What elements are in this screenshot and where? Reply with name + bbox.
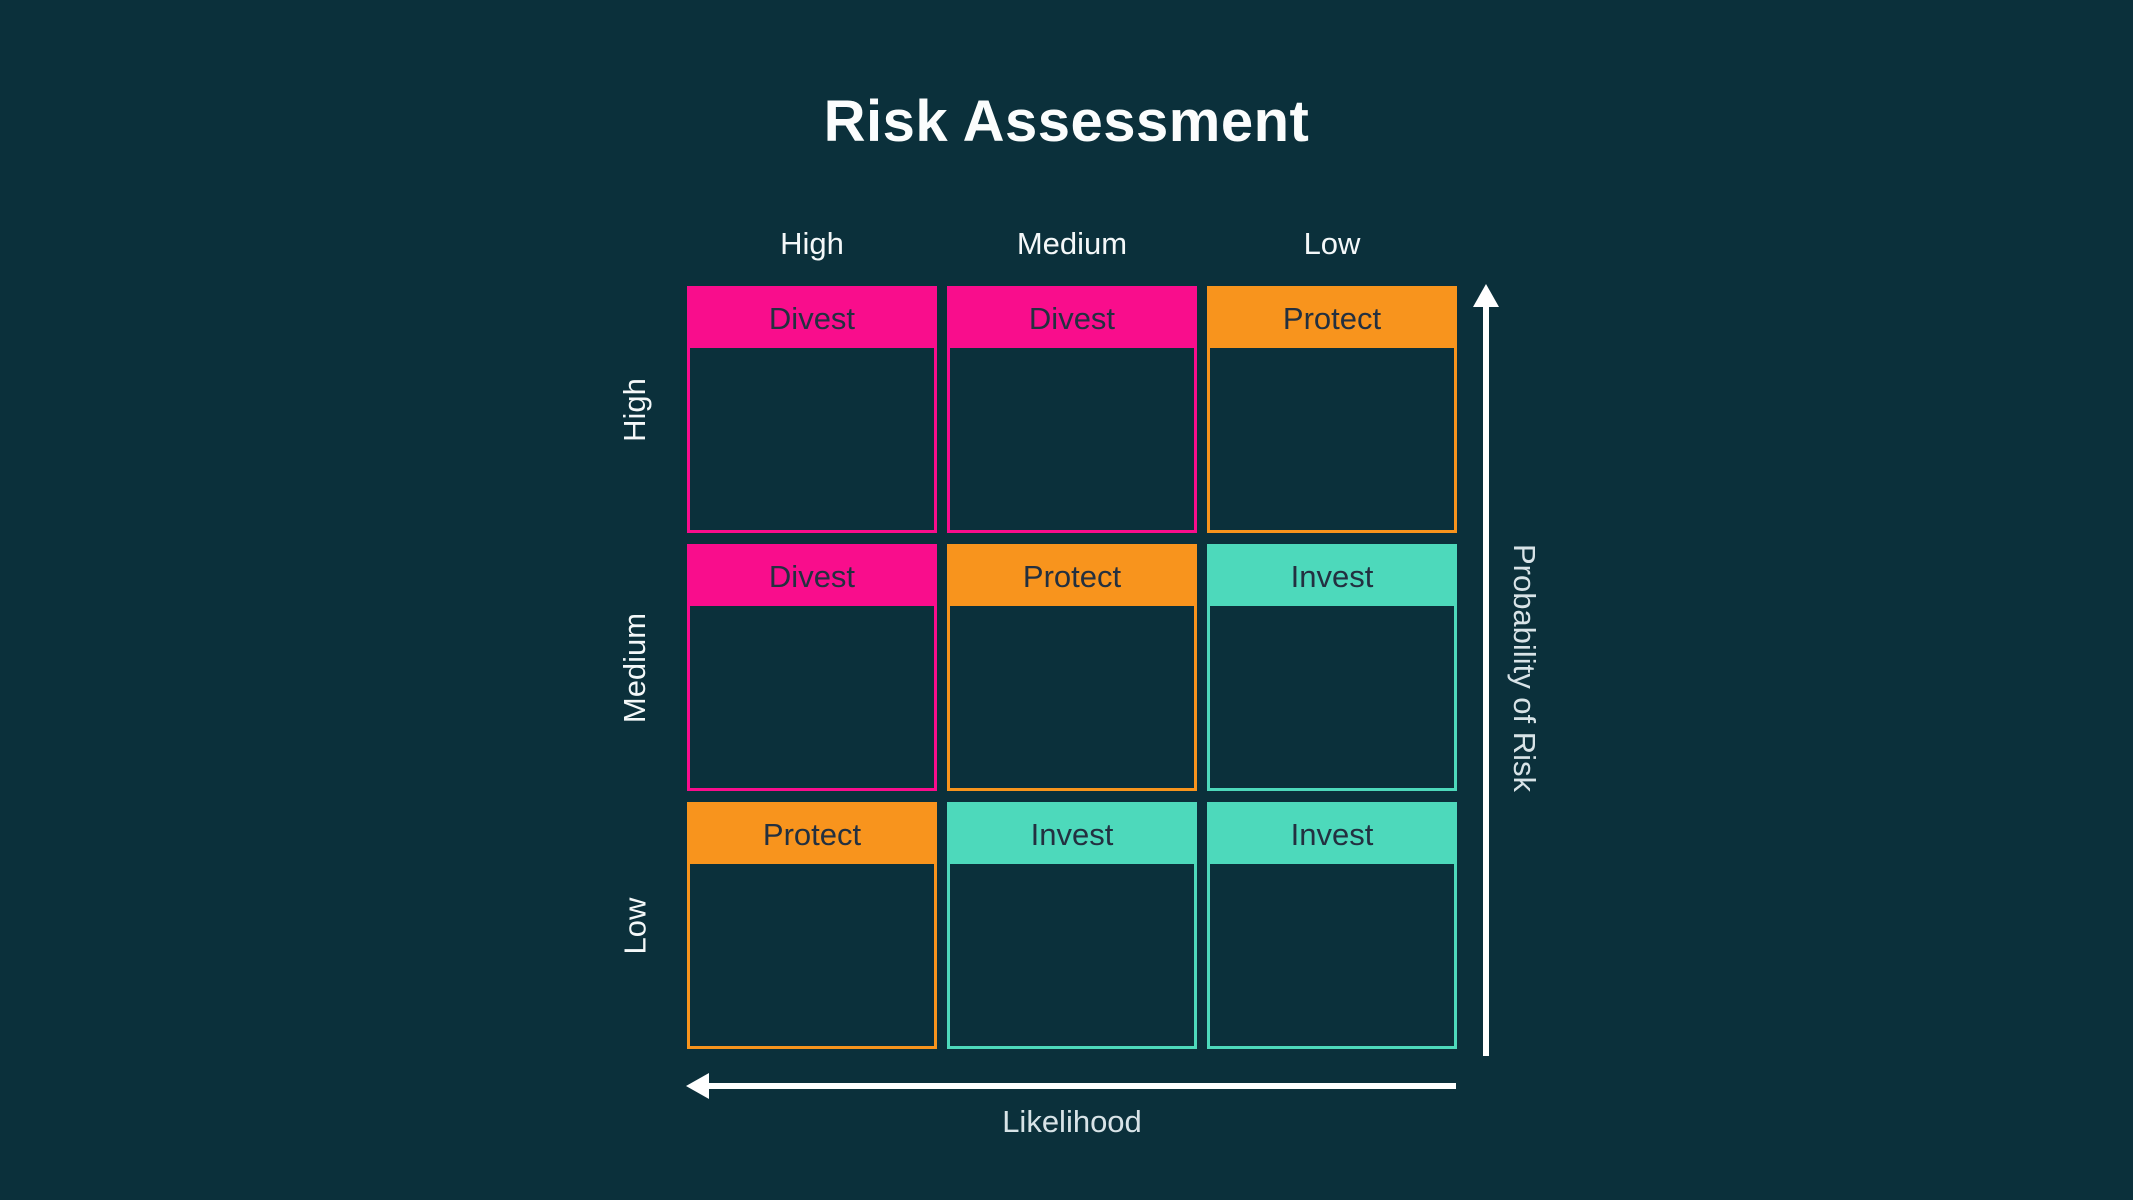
- y-axis-label-wrap: Probability of Risk: [1496, 286, 1552, 1049]
- matrix-cell-r3c1: Protect: [687, 802, 937, 1049]
- matrix-cell-body: [950, 348, 1194, 530]
- matrix-cell-r1c2: Divest: [947, 286, 1197, 533]
- likelihood-axis-arrow-line: [708, 1083, 1456, 1089]
- row-label-low-wrap: Low: [600, 802, 670, 1049]
- matrix-cell-body: [1210, 864, 1454, 1046]
- matrix-cell-header: Protect: [950, 547, 1194, 606]
- matrix-cell-body: [690, 864, 934, 1046]
- matrix-cell-header: Divest: [690, 547, 934, 606]
- probability-axis-arrow-line: [1483, 303, 1489, 1056]
- matrix-cell-body: [690, 606, 934, 788]
- matrix-cell-r2c1: Divest: [687, 544, 937, 791]
- matrix-cell-r3c2: Invest: [947, 802, 1197, 1049]
- row-label-high: High: [616, 377, 652, 442]
- probability-axis-arrow-up-icon: [1473, 284, 1499, 307]
- column-label-high: High: [780, 226, 844, 261]
- matrix-cell-header: Invest: [950, 805, 1194, 864]
- page-title: Risk Assessment: [823, 89, 1310, 154]
- row-label-medium-wrap: Medium: [600, 544, 670, 791]
- matrix-cell-r2c3: Invest: [1207, 544, 1457, 791]
- x-axis-label: Likelihood: [1002, 1104, 1142, 1139]
- column-labels: High Medium Low: [687, 226, 1457, 262]
- column-label-low: Low: [1303, 226, 1361, 261]
- y-axis-label: Probability of Risk: [1507, 543, 1542, 792]
- matrix-cell-header: Protect: [1210, 289, 1454, 348]
- matrix-cell-body: [690, 348, 934, 530]
- row-label-high-wrap: High: [600, 286, 670, 533]
- matrix-cell-body: [950, 864, 1194, 1046]
- matrix-cell-body: [1210, 606, 1454, 788]
- matrix-cell-header: Protect: [690, 805, 934, 864]
- matrix-cell-r1c1: Divest: [687, 286, 937, 533]
- matrix-cell-header: Divest: [690, 289, 934, 348]
- matrix-cell-header: Divest: [950, 289, 1194, 348]
- matrix-cell-r1c3: Protect: [1207, 286, 1457, 533]
- matrix-cell-header: Invest: [1210, 805, 1454, 864]
- column-label-medium: Medium: [1016, 226, 1128, 261]
- matrix-cell-r3c3: Invest: [1207, 802, 1457, 1049]
- matrix-cell-body: [1210, 348, 1454, 530]
- matrix-cell-header: Invest: [1210, 547, 1454, 606]
- matrix-grid: Divest Divest Protect Divest Protect Invest Pr…: [687, 286, 1457, 1049]
- matrix-cell-body: [950, 606, 1194, 788]
- likelihood-axis-arrow-left-icon: [686, 1073, 709, 1099]
- matrix-cell-r2c2: Protect: [947, 544, 1197, 791]
- row-label-medium: Medium: [617, 612, 653, 723]
- row-label-low: Low: [617, 897, 652, 954]
